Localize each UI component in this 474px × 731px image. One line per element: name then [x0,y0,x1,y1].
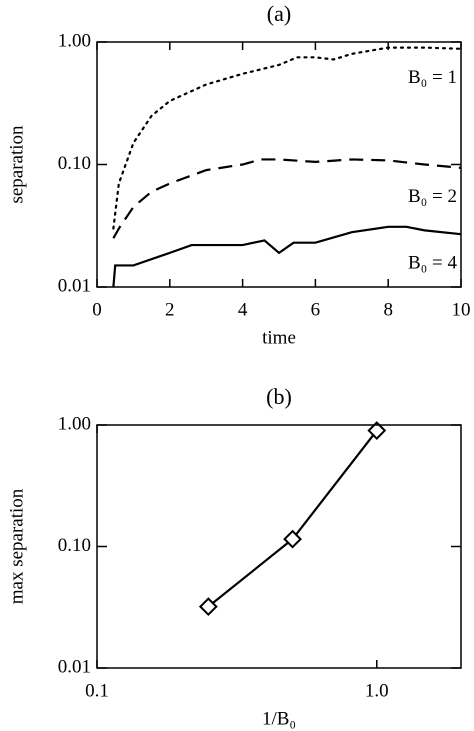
y-tick-label: 0.01 [58,656,91,677]
plot-frame [96,424,462,669]
y-axis-label: max separation [6,488,27,604]
diamond-marker [367,421,387,440]
diamond-marker [283,529,302,549]
series-line [112,158,462,239]
x-tick-label: 0.1 [85,680,109,701]
x-tick-label: 6 [311,299,321,320]
x-tick-label: 0 [92,299,102,320]
diamond-marker [198,597,218,617]
x-axis-label: time [262,327,296,348]
y-tick-label: 0.10 [58,153,91,174]
x-tick-label: 4 [238,299,248,320]
x-tick-label: 10 [452,299,471,320]
y-tick-label: 0.01 [58,275,91,296]
x-tick-label: 1.0 [365,680,389,701]
y-axis-label: separation [6,125,27,204]
x-tick-label: 8 [383,299,393,320]
series-line [207,429,378,608]
series-line [112,46,463,230]
chart-title: (a) [267,1,291,26]
x-tick-label: 2 [165,299,175,320]
series-line [112,225,462,288]
series-label: B₀ = 2 [408,186,457,207]
series-label: B₀ = 1 [408,67,457,88]
y-tick-label: 0.10 [58,535,91,556]
series-label: B₀ = 4 [408,253,458,274]
y-tick-label: 1.00 [58,30,91,51]
y-tick-label: 1.00 [58,413,91,434]
x-axis-label: 1/B₀ [262,708,296,729]
plot-frame [96,41,462,288]
chart-title: (b) [266,384,292,409]
